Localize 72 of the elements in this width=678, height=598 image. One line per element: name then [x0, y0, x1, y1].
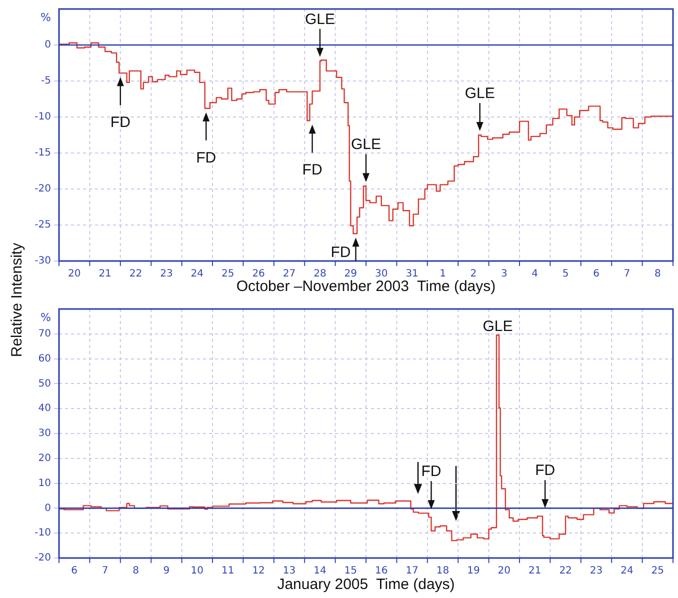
annotation: GLE — [304, 10, 335, 28]
y-tick-label: 70 — [38, 328, 51, 340]
annotation: GLE — [464, 85, 495, 102]
y-tick-label: -20 — [34, 184, 51, 195]
annotation: FD — [330, 244, 351, 261]
x-tick-label: 2 — [470, 268, 477, 280]
x-tick-label: 3 — [500, 268, 508, 280]
x-tick-label: 19 — [467, 566, 480, 577]
y-tick-label: -15 — [34, 148, 51, 159]
y-tick-label: 50 — [38, 378, 51, 390]
x-tick-label: 24 — [620, 566, 634, 577]
x-tick-label: 9 — [163, 566, 170, 577]
x-tick-label: 27 — [282, 268, 296, 280]
x-tick-label: 16 — [374, 566, 388, 577]
x-tick-label: 22 — [129, 268, 142, 280]
x-tick-label: 25 — [651, 566, 664, 577]
y-axis-title: % — [40, 310, 51, 324]
y-tick-label: -10 — [34, 112, 51, 123]
x-tick-label: 21 — [528, 566, 542, 577]
x-tick-label: 4 — [532, 268, 538, 280]
y-tick-label: 60 — [38, 353, 51, 364]
annotation: FD — [302, 162, 322, 179]
x-tick-label: 29 — [344, 268, 358, 280]
x-tick-label: 6 — [71, 566, 78, 577]
y-tick-label: -5 — [41, 76, 51, 87]
x-tick-label: 15 — [344, 566, 358, 577]
x-tick-label: 7 — [624, 268, 630, 280]
y-tick-label: 20 — [38, 452, 51, 464]
x-tick-label: 25 — [221, 268, 234, 280]
annotation: GLE — [482, 318, 513, 336]
x-axis-title: January 2005 Time (days) — [277, 576, 455, 594]
y-tick-label: -30 — [34, 256, 51, 267]
x-tick-label: 8 — [654, 268, 661, 280]
y-tick-label: 40 — [38, 403, 51, 414]
x-tick-label: 31 — [406, 268, 418, 280]
x-tick-label: 10 — [190, 566, 204, 577]
x-tick-label: 28 — [314, 268, 326, 280]
y-tick-label: -10 — [34, 528, 51, 539]
annotation: FD — [421, 463, 442, 480]
x-tick-label: 8 — [132, 566, 139, 577]
x-tick-label: 6 — [593, 268, 600, 280]
x-tick-label: 5 — [562, 268, 569, 280]
x-tick-label: 23 — [160, 268, 173, 280]
x-tick-label: 23 — [590, 566, 603, 577]
annotation: FD — [535, 462, 556, 480]
x-tick-label: 20 — [498, 566, 511, 577]
y-tick-label: -25 — [34, 220, 51, 231]
annotation: FD — [110, 114, 131, 132]
y-tick-label: -20 — [34, 552, 51, 564]
text: Relative Intensity — [8, 242, 26, 358]
x-tick-label: 26 — [252, 268, 265, 280]
annotation: FD — [196, 149, 216, 166]
x-tick-label: 30 — [374, 268, 388, 280]
x-tick-label: 22 — [559, 566, 572, 577]
y-tick-label: 0 — [44, 502, 51, 514]
x-tick-label: 11 — [221, 566, 234, 577]
x-tick-label: 24 — [190, 268, 204, 280]
annotation: GLE — [350, 136, 382, 154]
x-axis-title: October –November 2003 Time (days) — [236, 278, 496, 296]
x-tick-label: 1 — [440, 268, 446, 280]
y-tick-label: 0 — [44, 40, 51, 51]
x-tick-label: 20 — [68, 268, 81, 280]
x-tick-label: 7 — [102, 566, 108, 577]
x-tick-label: 18 — [436, 566, 450, 577]
x-tick-label: 13 — [282, 566, 296, 577]
y-tick-label: 30 — [38, 428, 51, 440]
x-tick-label: 14 — [314, 566, 326, 577]
x-tick-label: 12 — [252, 566, 265, 577]
y-axis-title: % — [40, 10, 51, 24]
x-tick-label: 21 — [98, 268, 112, 280]
y-tick-label: 10 — [38, 478, 51, 489]
x-tick-label: 17 — [406, 566, 418, 577]
